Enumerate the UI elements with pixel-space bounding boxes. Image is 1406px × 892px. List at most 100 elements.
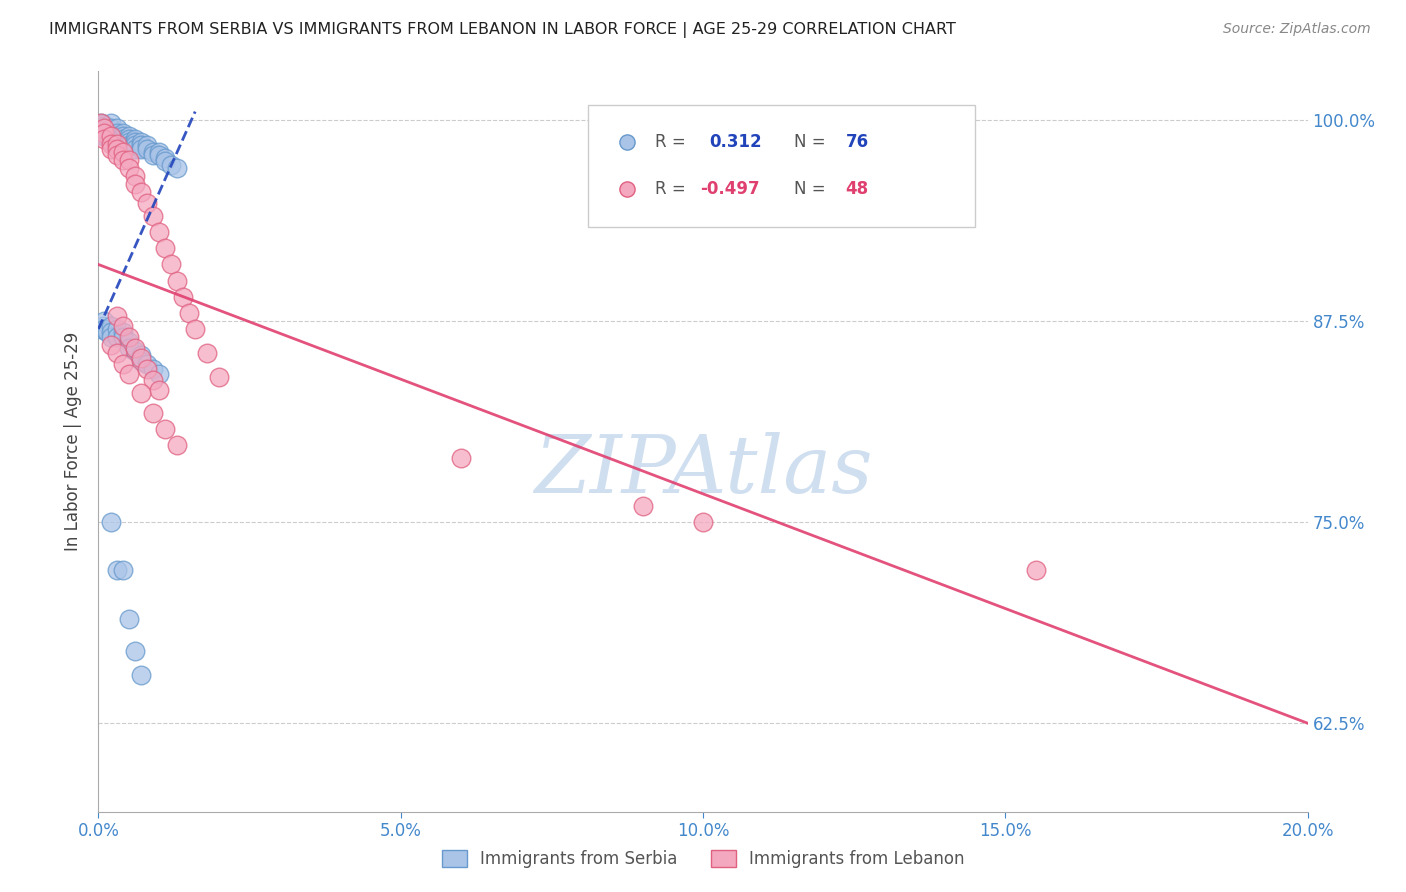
Point bbox=[142, 373, 165, 387]
Point bbox=[179, 306, 201, 320]
Point bbox=[105, 120, 128, 135]
Point bbox=[90, 322, 112, 336]
Point bbox=[90, 116, 112, 130]
Point bbox=[93, 124, 115, 138]
Text: N =: N = bbox=[793, 180, 831, 198]
Point bbox=[135, 357, 157, 371]
Point bbox=[118, 135, 141, 149]
Point bbox=[105, 135, 128, 149]
Point bbox=[148, 225, 170, 239]
Point bbox=[142, 406, 165, 420]
Point bbox=[108, 132, 131, 146]
Point bbox=[118, 161, 141, 175]
Point bbox=[148, 145, 170, 159]
Point bbox=[93, 132, 115, 146]
Point bbox=[124, 177, 146, 191]
Point bbox=[111, 318, 134, 333]
Text: R =: R = bbox=[655, 180, 690, 198]
Point bbox=[450, 450, 472, 465]
Point bbox=[93, 314, 115, 328]
Point bbox=[105, 322, 128, 336]
Point bbox=[166, 274, 188, 288]
Point bbox=[100, 120, 122, 135]
Point bbox=[153, 151, 176, 165]
Point bbox=[111, 126, 134, 140]
Point bbox=[105, 563, 128, 577]
Point bbox=[195, 346, 218, 360]
Point bbox=[118, 330, 141, 344]
Text: 76: 76 bbox=[845, 133, 869, 151]
Point bbox=[208, 370, 231, 384]
Point bbox=[692, 515, 714, 529]
Point bbox=[142, 209, 165, 223]
Point bbox=[129, 351, 152, 365]
Point bbox=[105, 128, 128, 143]
Point bbox=[118, 367, 141, 381]
Point bbox=[105, 136, 128, 151]
Point bbox=[142, 362, 165, 376]
Point bbox=[160, 158, 183, 172]
Point bbox=[129, 135, 152, 149]
Point bbox=[93, 126, 115, 140]
Point bbox=[124, 142, 146, 156]
Point bbox=[148, 148, 170, 162]
Text: 0.312: 0.312 bbox=[709, 133, 762, 151]
Point bbox=[129, 142, 152, 156]
Point bbox=[100, 136, 122, 151]
Text: R =: R = bbox=[655, 133, 690, 151]
Point bbox=[111, 145, 134, 159]
Point bbox=[100, 318, 122, 333]
Point bbox=[160, 258, 183, 272]
Point bbox=[184, 322, 207, 336]
Point bbox=[91, 318, 114, 333]
Point bbox=[124, 341, 146, 355]
Point bbox=[111, 128, 134, 143]
Point bbox=[93, 128, 115, 143]
Point bbox=[100, 128, 122, 143]
Point bbox=[94, 120, 117, 135]
Point bbox=[100, 330, 122, 344]
Point bbox=[118, 341, 141, 355]
Point bbox=[93, 120, 115, 135]
FancyBboxPatch shape bbox=[588, 104, 976, 227]
Point bbox=[111, 330, 134, 344]
Y-axis label: In Labor Force | Age 25-29: In Labor Force | Age 25-29 bbox=[65, 332, 83, 551]
Point bbox=[142, 145, 165, 159]
Point bbox=[124, 135, 146, 149]
Legend: Immigrants from Serbia, Immigrants from Lebanon: Immigrants from Serbia, Immigrants from … bbox=[434, 843, 972, 875]
Point bbox=[124, 644, 146, 658]
Point bbox=[105, 126, 128, 140]
Point bbox=[142, 148, 165, 162]
Point bbox=[631, 499, 654, 513]
Point bbox=[118, 334, 141, 349]
Point bbox=[100, 116, 122, 130]
Point bbox=[105, 330, 128, 344]
Text: Source: ZipAtlas.com: Source: ZipAtlas.com bbox=[1223, 22, 1371, 37]
Point bbox=[129, 386, 152, 401]
Text: ZIPAtlas: ZIPAtlas bbox=[534, 433, 872, 510]
Point bbox=[100, 128, 122, 143]
Point bbox=[129, 668, 152, 682]
Point bbox=[105, 309, 128, 323]
Point bbox=[129, 348, 152, 362]
Point bbox=[129, 138, 152, 153]
Point bbox=[153, 241, 176, 255]
Point bbox=[124, 169, 146, 183]
Point bbox=[111, 357, 134, 371]
Point bbox=[153, 154, 176, 169]
Point bbox=[91, 118, 114, 132]
Point bbox=[111, 325, 134, 339]
Point bbox=[148, 367, 170, 381]
Point bbox=[135, 138, 157, 153]
Point bbox=[93, 119, 115, 133]
Point bbox=[105, 132, 128, 146]
Point bbox=[118, 138, 141, 153]
Point bbox=[93, 122, 115, 136]
Point bbox=[105, 142, 128, 156]
Text: N =: N = bbox=[793, 133, 831, 151]
Point bbox=[90, 116, 112, 130]
Point bbox=[135, 196, 157, 211]
Text: -0.497: -0.497 bbox=[700, 180, 761, 198]
Point bbox=[100, 132, 122, 146]
Point bbox=[100, 325, 122, 339]
